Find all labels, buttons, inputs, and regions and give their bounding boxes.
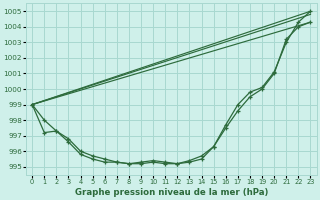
- X-axis label: Graphe pression niveau de la mer (hPa): Graphe pression niveau de la mer (hPa): [75, 188, 268, 197]
